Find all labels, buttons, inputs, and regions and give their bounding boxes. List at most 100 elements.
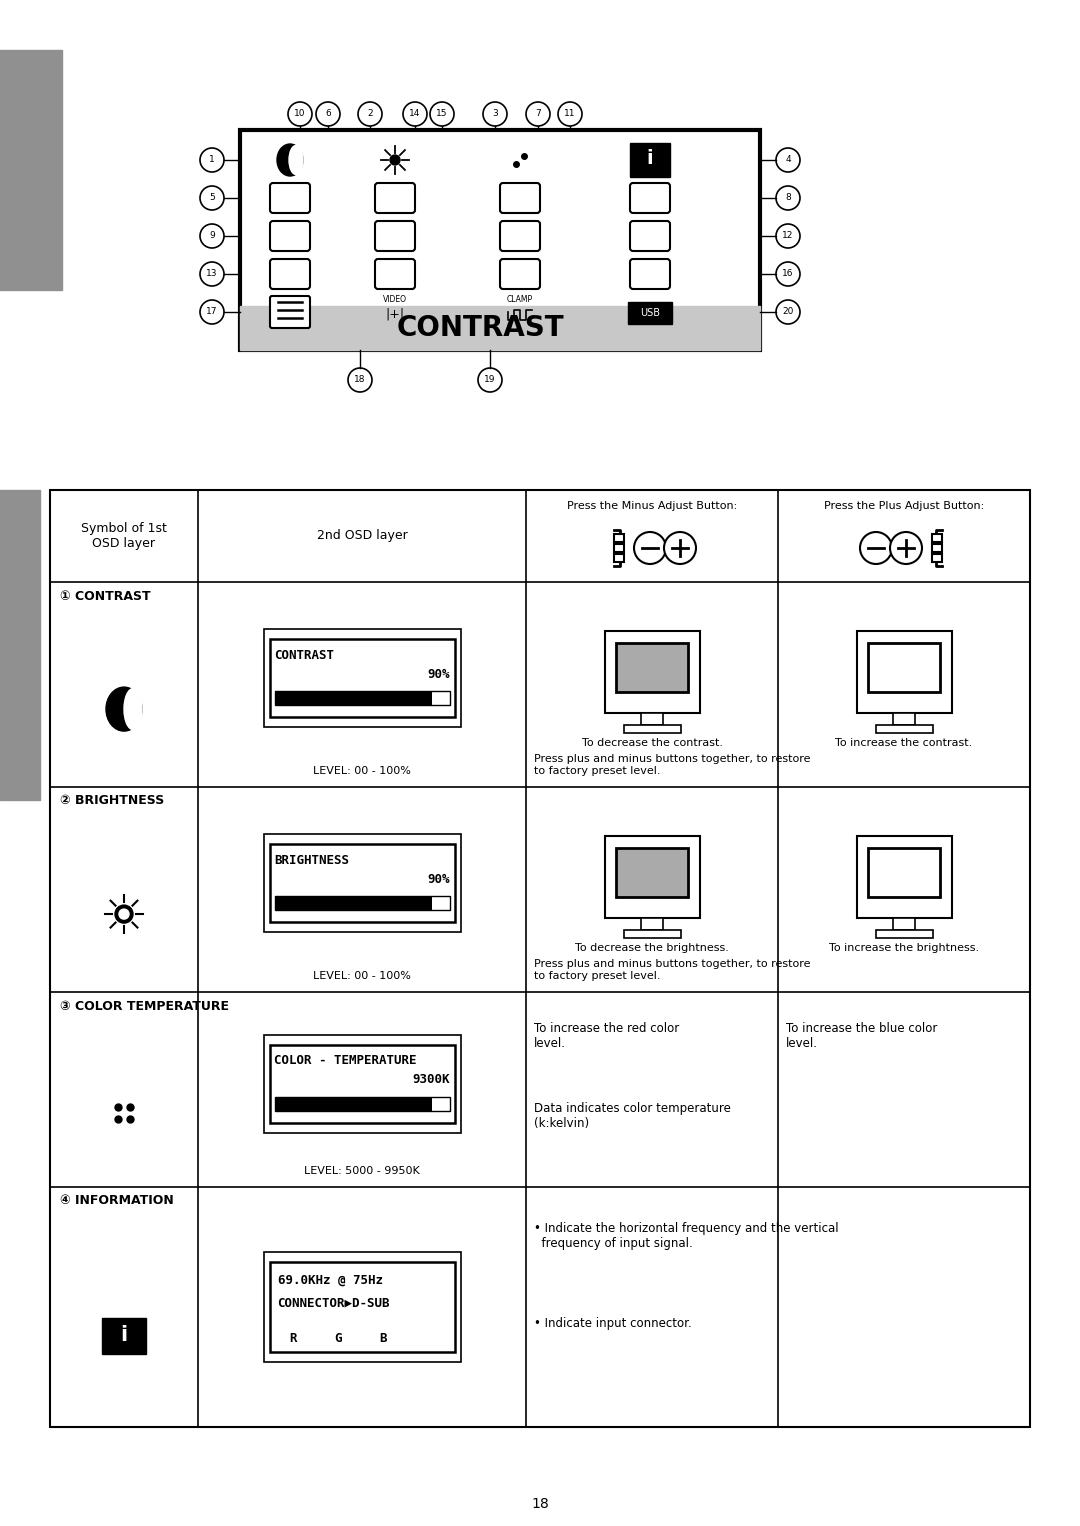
Bar: [0, 490, 40, 800]
Bar: [270, 1045, 455, 1123]
Text: 9: 9: [210, 232, 215, 241]
FancyBboxPatch shape: [630, 183, 670, 214]
Text: CONNECTOR▶D-SUB: CONNECTOR▶D-SUB: [278, 1297, 390, 1309]
Text: 18: 18: [354, 375, 366, 385]
Text: ④ INFORMATION: ④ INFORMATION: [60, 1195, 174, 1207]
Bar: [892, 713, 916, 725]
Bar: [615, 554, 624, 562]
Text: Press the Plus Adjust Button:: Press the Plus Adjust Button:: [824, 501, 984, 511]
Circle shape: [348, 368, 372, 392]
Text: LEVEL: 00 - 100%: LEVEL: 00 - 100%: [313, 766, 410, 777]
FancyBboxPatch shape: [500, 183, 540, 214]
Text: 3: 3: [492, 110, 498, 119]
Ellipse shape: [289, 145, 303, 174]
Circle shape: [777, 262, 800, 285]
Text: 1: 1: [210, 156, 215, 165]
Text: LEVEL: 00 - 100%: LEVEL: 00 - 100%: [313, 971, 410, 981]
Bar: [274, 896, 432, 911]
Circle shape: [634, 533, 666, 565]
Circle shape: [200, 262, 224, 285]
Circle shape: [558, 102, 582, 127]
FancyBboxPatch shape: [630, 221, 670, 250]
FancyBboxPatch shape: [270, 259, 310, 288]
Bar: [856, 632, 951, 713]
Bar: [270, 1262, 455, 1352]
Bar: [274, 896, 449, 911]
Text: i: i: [647, 150, 653, 168]
Bar: [274, 1097, 449, 1111]
Bar: [627, 302, 672, 324]
Text: 90%: 90%: [427, 873, 449, 887]
Text: 2: 2: [367, 110, 373, 119]
Text: To increase the brightness.: To increase the brightness.: [829, 943, 980, 954]
Bar: [932, 554, 942, 562]
Text: 13: 13: [206, 270, 218, 279]
Text: |+|: |+|: [386, 308, 405, 320]
Text: To increase the blue color
level.: To increase the blue color level.: [786, 1022, 937, 1050]
Bar: [0, 50, 62, 290]
Text: 5: 5: [210, 194, 215, 203]
Text: R     G     B: R G B: [289, 1332, 387, 1344]
Bar: [274, 691, 449, 705]
Circle shape: [860, 533, 892, 565]
Circle shape: [777, 224, 800, 249]
Bar: [50, 490, 1030, 1427]
Circle shape: [430, 102, 454, 127]
Text: ② BRIGHTNESS: ② BRIGHTNESS: [60, 795, 164, 807]
Text: ① CONTRAST: ① CONTRAST: [60, 589, 150, 603]
Bar: [640, 713, 663, 725]
Bar: [876, 931, 932, 938]
Text: 4: 4: [785, 156, 791, 165]
Circle shape: [114, 905, 133, 923]
Text: Press plus and minus buttons together, to restore
to factory preset level.: Press plus and minus buttons together, t…: [534, 960, 810, 981]
FancyBboxPatch shape: [500, 259, 540, 288]
Bar: [274, 1097, 432, 1111]
Bar: [264, 1035, 460, 1132]
Bar: [630, 143, 670, 177]
Text: LEVEL: 5000 - 9950K: LEVEL: 5000 - 9950K: [305, 1166, 420, 1177]
Circle shape: [403, 102, 427, 127]
Bar: [892, 919, 916, 931]
Bar: [605, 836, 700, 919]
Text: 2nd OSD layer: 2nd OSD layer: [316, 530, 407, 543]
Ellipse shape: [124, 688, 141, 729]
Circle shape: [483, 102, 507, 127]
Bar: [240, 307, 760, 349]
Text: 16: 16: [782, 270, 794, 279]
FancyBboxPatch shape: [500, 221, 540, 250]
Bar: [617, 642, 688, 691]
Circle shape: [526, 102, 550, 127]
Bar: [640, 919, 663, 931]
FancyBboxPatch shape: [630, 259, 670, 288]
Text: Data indicates color temperature
(k:kelvin): Data indicates color temperature (k:kelv…: [534, 1102, 731, 1129]
Bar: [270, 844, 455, 922]
FancyBboxPatch shape: [375, 259, 415, 288]
Text: 9300K: 9300K: [411, 1073, 449, 1087]
Circle shape: [357, 102, 382, 127]
Circle shape: [316, 102, 340, 127]
Text: Press plus and minus buttons together, to restore
to factory preset level.: Press plus and minus buttons together, t…: [534, 754, 810, 775]
Circle shape: [777, 148, 800, 172]
Bar: [264, 1251, 460, 1363]
Bar: [264, 835, 460, 932]
Text: COLOR - TEMPERATURE: COLOR - TEMPERATURE: [274, 1054, 417, 1067]
Bar: [876, 725, 932, 732]
Text: • Indicate the horizontal frequency and the vertical
  frequency of input signal: • Indicate the horizontal frequency and …: [534, 1222, 839, 1250]
Circle shape: [200, 224, 224, 249]
Bar: [856, 836, 951, 919]
FancyBboxPatch shape: [270, 296, 310, 328]
Text: CLAMP: CLAMP: [507, 296, 534, 305]
Text: To increase the red color
level.: To increase the red color level.: [534, 1022, 679, 1050]
Circle shape: [200, 301, 224, 324]
Circle shape: [777, 301, 800, 324]
Text: 69.0KHz @ 75Hz: 69.0KHz @ 75Hz: [278, 1274, 382, 1286]
Text: CONTRAST: CONTRAST: [396, 314, 564, 342]
Bar: [623, 931, 680, 938]
Bar: [274, 691, 432, 705]
Bar: [270, 639, 455, 717]
Text: 7: 7: [535, 110, 541, 119]
FancyBboxPatch shape: [375, 183, 415, 214]
Text: To decrease the contrast.: To decrease the contrast.: [581, 739, 723, 748]
Text: USB: USB: [640, 308, 660, 317]
Text: 19: 19: [484, 375, 496, 385]
